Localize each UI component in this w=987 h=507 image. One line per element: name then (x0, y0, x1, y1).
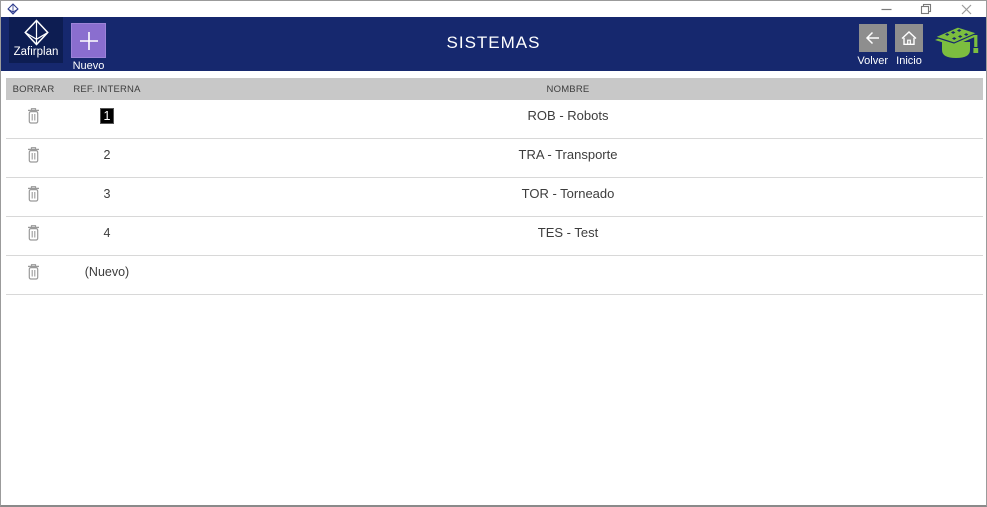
inicio-button-square[interactable] (895, 24, 923, 52)
header-gap (1, 71, 986, 78)
nuevo-button-square[interactable] (71, 23, 106, 58)
inicio-button[interactable]: Inicio (895, 24, 923, 67)
app-window-icon (7, 3, 19, 15)
delete-row-button[interactable] (26, 224, 41, 242)
column-header-nombre: NOMBRE (546, 83, 590, 95)
close-icon (961, 4, 971, 14)
trash-icon (28, 264, 39, 280)
table-row: 2 TRA - Transporte (6, 139, 983, 178)
ref-interna-cell[interactable]: 3 (61, 185, 153, 203)
volver-button[interactable]: Volver (857, 24, 888, 67)
ref-interna-cell[interactable]: (Nuevo) (61, 263, 153, 281)
nombre-cell[interactable]: ROB - Robots (153, 107, 983, 125)
nombre-cell-value[interactable]: ROB - Robots (527, 108, 609, 123)
ref-cell-value[interactable]: 4 (103, 226, 111, 240)
restore-button[interactable] (906, 1, 946, 17)
table-row: 4 TES - Test (6, 217, 983, 256)
trash-icon (28, 108, 39, 124)
titlebar (1, 1, 986, 17)
arrow-left-icon (865, 31, 879, 45)
appbar-right-group: Volver Inicio (857, 20, 981, 72)
nombre-cell-value[interactable]: TOR - Torneado (521, 186, 615, 201)
nombre-cell[interactable]: TRA - Transporte (153, 146, 983, 164)
ref-cell-value[interactable]: 1 (99, 108, 115, 124)
brand-name: Zafirplan (13, 46, 59, 58)
nombre-cell[interactable]: TES - Test (153, 224, 983, 242)
column-header-ref-interna: REF. INTERNA (73, 83, 141, 95)
minimize-button[interactable] (866, 1, 906, 17)
volver-button-label: Volver (857, 55, 888, 67)
table-row: (Nuevo) (6, 256, 983, 295)
plus-icon (79, 31, 98, 50)
appbar: Zafirplan Nuevo SISTEMAS Volver (1, 17, 986, 72)
nombre-cell-value[interactable]: TRA - Transporte (518, 147, 618, 162)
borrar-cell (6, 146, 61, 169)
graduation-cap-logo (931, 21, 981, 72)
table-row: 1 ROB - Robots (6, 100, 983, 139)
delete-row-button[interactable] (26, 185, 41, 203)
brand-logo: Zafirplan (9, 17, 63, 63)
ref-interna-cell[interactable]: 4 (61, 224, 153, 242)
nuevo-button[interactable]: Nuevo (71, 23, 106, 72)
close-button[interactable] (946, 1, 986, 17)
delete-row-button[interactable] (26, 263, 41, 281)
restore-icon (920, 3, 932, 15)
gem-icon (23, 19, 49, 46)
volver-button-square[interactable] (858, 24, 887, 52)
ref-cell-value[interactable]: 2 (103, 148, 111, 162)
trash-icon (28, 147, 39, 163)
nuevo-button-label: Nuevo (72, 60, 105, 72)
borrar-cell (6, 224, 61, 247)
table-row: 3 TOR - Torneado (6, 178, 983, 217)
borrar-cell (6, 185, 61, 208)
table-header: BORRAR REF. INTERNA NOMBRE (6, 78, 983, 100)
sistemas-table: BORRAR REF. INTERNA NOMBRE 1 (6, 78, 983, 295)
nombre-cell[interactable]: TOR - Torneado (153, 185, 983, 203)
page-title: SISTEMAS (446, 33, 541, 52)
table-body: 1 ROB - Robots 2 (6, 100, 983, 295)
window-controls (866, 1, 986, 17)
column-header-borrar: BORRAR (12, 83, 55, 95)
borrar-cell (6, 263, 61, 286)
nombre-cell-value[interactable]: TES - Test (537, 225, 599, 240)
home-icon (901, 31, 917, 45)
trash-icon (28, 186, 39, 202)
inicio-button-label: Inicio (896, 55, 922, 67)
ref-cell-value[interactable]: (Nuevo) (84, 265, 130, 279)
ref-interna-cell[interactable]: 1 (61, 107, 153, 125)
ref-cell-value[interactable]: 3 (103, 187, 111, 201)
delete-row-button[interactable] (26, 107, 41, 125)
ref-interna-cell[interactable]: 2 (61, 146, 153, 164)
delete-row-button[interactable] (26, 146, 41, 164)
trash-icon (28, 225, 39, 241)
borrar-cell (6, 107, 61, 130)
graduation-cap-icon (933, 26, 979, 58)
minimize-icon (881, 8, 891, 10)
